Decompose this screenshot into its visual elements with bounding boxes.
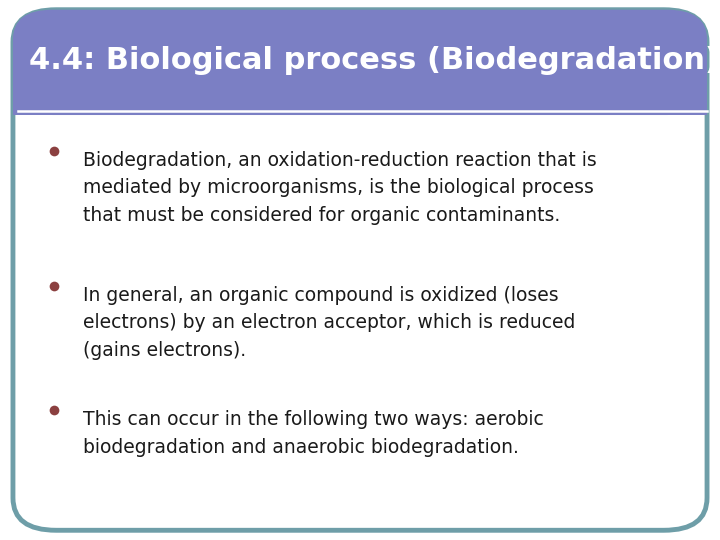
FancyBboxPatch shape: [13, 10, 707, 530]
FancyBboxPatch shape: [13, 10, 707, 115]
Text: 4.4: Biological process (Biodegradation): 4.4: Biological process (Biodegradation): [29, 46, 719, 75]
Text: This can occur in the following two ways: aerobic
biodegradation and anaerobic b: This can occur in the following two ways…: [83, 410, 544, 457]
Bar: [13, 83, 707, 115]
Text: Biodegradation, an oxidation-reduction reaction that is
mediated by microorganis: Biodegradation, an oxidation-reduction r…: [83, 151, 597, 225]
Text: In general, an organic compound is oxidized (loses
electrons) by an electron acc: In general, an organic compound is oxidi…: [83, 286, 575, 360]
